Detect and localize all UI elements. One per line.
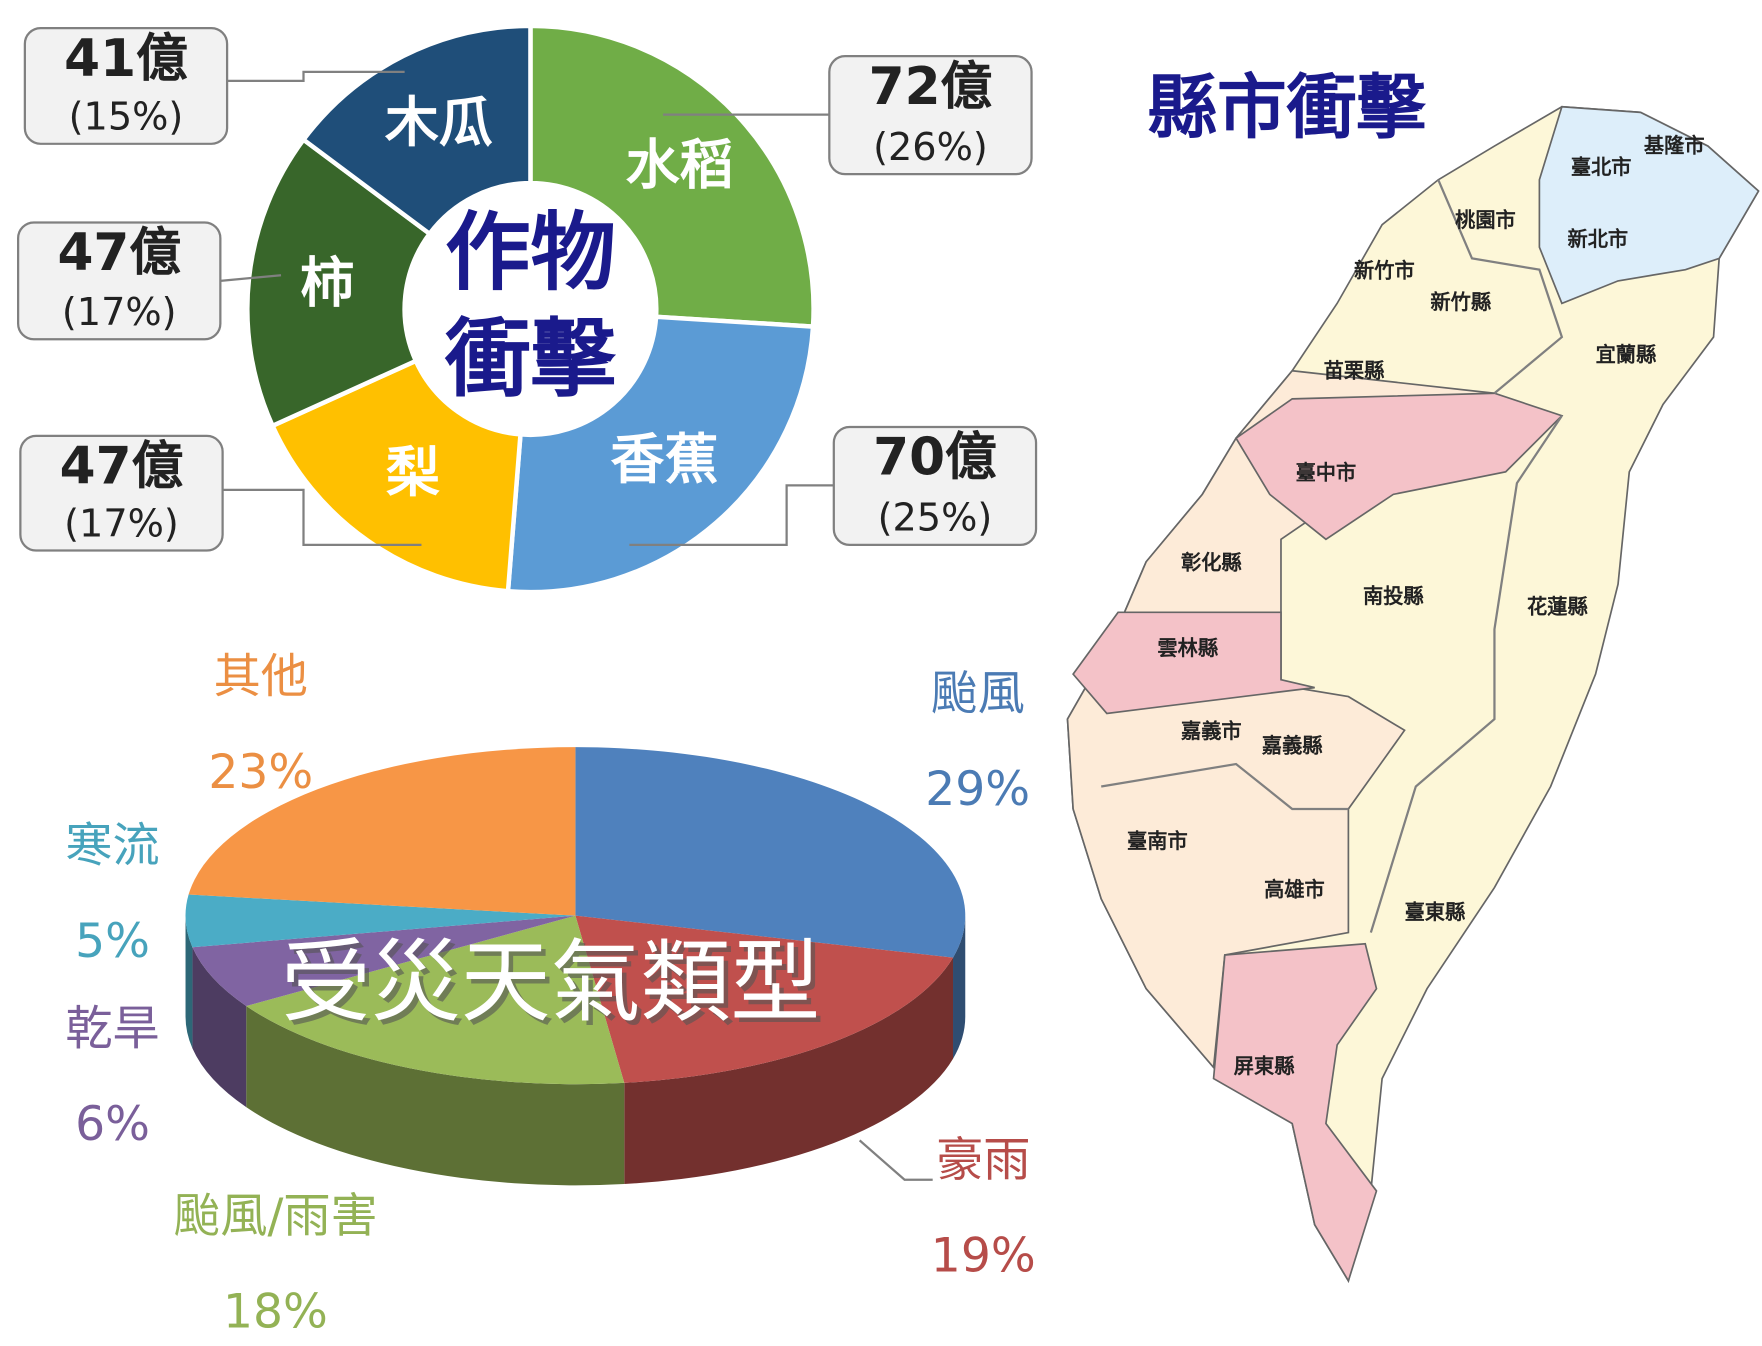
donut-title: 作物 [445,204,616,303]
percentage-label: (25%) [878,497,993,541]
leader-line [227,70,405,83]
callout-box [23,26,229,145]
region-label: 嘉義縣 [1261,734,1323,758]
pie-title-shadow: 受災天氣類型 [286,936,825,1040]
value-label: 47億 [60,437,184,497]
region-label: 新北市 [1567,227,1628,251]
value-label: 23% [208,745,313,800]
leader-line [220,274,282,283]
segment-label: 柿 [300,252,354,315]
region-label: 嘉義市 [1180,719,1242,743]
donut-segment [300,23,533,237]
percentage-label: (26%) [873,126,988,170]
region-label: 高雄市 [1264,877,1325,901]
region-pingtung [1212,942,1378,1283]
category-label: 豪雨 [936,1133,1030,1188]
region-label: 臺東縣 [1405,900,1466,924]
region-north [1538,105,1760,305]
value-label: 47億 [57,223,181,283]
donut-segment [269,357,523,594]
region-label: 花蓮縣 [1527,594,1588,618]
segment-label: 香蕉 [611,428,719,491]
value-label: 41億 [64,29,188,89]
category-label: 颱風/雨害 [173,1189,378,1244]
segment-label: 水稻 [626,134,734,197]
pie-slice [192,915,576,1006]
category-label: 颱風 [930,667,1024,722]
leader-line [858,1139,933,1181]
value-label: 6% [75,1097,150,1152]
region-label: 南投縣 [1363,584,1424,608]
callout-box [19,434,224,552]
map-title: 縣市衝擊 [1147,67,1426,148]
segment-label: 梨 [386,441,440,504]
percentage-label: (17%) [62,291,177,335]
segment-label: 木瓜 [385,91,493,154]
pie-slice [188,747,576,916]
donut-segment [528,23,816,330]
region-label: 苗栗縣 [1324,358,1385,382]
region-label: 新竹市 [1354,258,1415,282]
callout-box [16,221,222,341]
region-label: 屏東縣 [1234,1054,1295,1078]
region-label: 雲林縣 [1157,636,1218,660]
region-label: 桃園市 [1455,208,1516,232]
county-border [1437,179,1564,395]
donut-segment [505,314,816,595]
pie-slice [185,894,576,948]
value-label: 5% [75,914,150,969]
region-label: 彰化縣 [1181,551,1242,575]
value-label: 70億 [873,428,997,488]
callout-box [832,425,1038,547]
donut-hole [406,185,655,433]
callout-box [828,55,1033,176]
region-label: 基隆市 [1644,134,1705,158]
leader-line [629,484,834,547]
value-label: 19% [931,1228,1036,1283]
pie-side [624,957,954,1185]
region-label: 臺南市 [1127,829,1188,853]
region-label: 臺中市 [1296,461,1357,485]
category-label: 其他 [214,650,308,705]
pie-side [185,915,193,1049]
pie-side [953,915,966,1059]
pie-side [192,947,247,1108]
category-label: 寒流 [65,818,159,873]
pie-title: 受災天氣類型 [281,931,820,1035]
pie-side [246,1005,625,1186]
county-border [1369,415,1563,933]
pie-slice [246,915,625,1085]
region-label: 宜蘭縣 [1596,343,1657,367]
region-label: 新竹縣 [1430,290,1491,314]
donut-segment [245,136,433,429]
pie-slice [575,747,966,958]
value-label: 72億 [869,57,993,117]
value-label: 29% [925,762,1030,817]
category-label: 乾旱 [65,1001,159,1056]
region-yunlin [1072,611,1315,715]
region-taichung [1234,392,1564,541]
value-label: 18% [223,1285,328,1340]
pie-slice [575,915,954,1083]
donut-title: 衝擊 [444,311,616,410]
percentage-label: (17%) [64,502,179,546]
percentage-label: (15%) [69,96,184,140]
leader-line [222,488,422,547]
region-label: 臺北市 [1571,155,1632,179]
county-border [1101,762,1349,811]
